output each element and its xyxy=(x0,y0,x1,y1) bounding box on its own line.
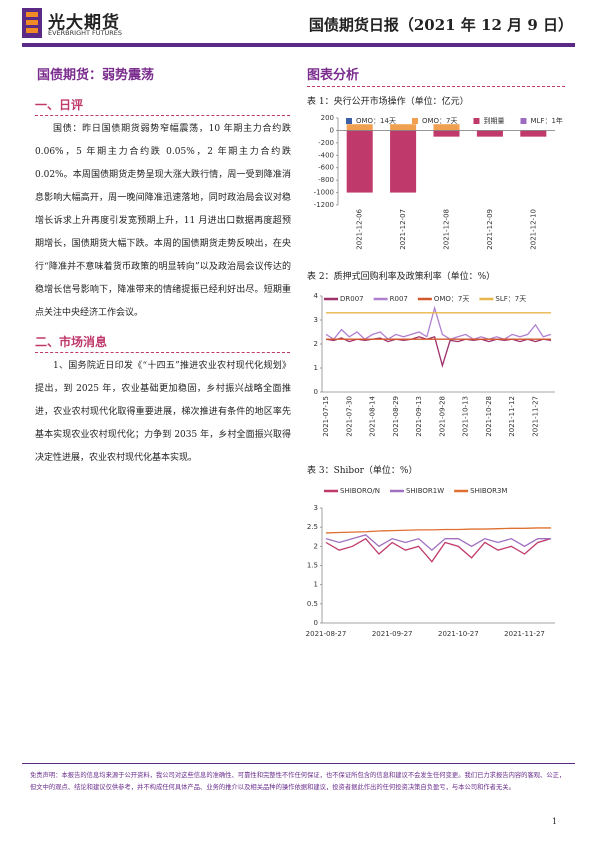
bar xyxy=(390,130,417,193)
legend-label: DR007 xyxy=(340,295,364,303)
x-tick-label: 2021-07-15 xyxy=(322,396,330,437)
y-tick-label: 1 xyxy=(314,364,318,372)
x-tick-label: 2021-10-28 xyxy=(485,396,493,437)
legend-label: SHIBOR1W xyxy=(406,487,444,495)
x-tick-label: 2021-09-28 xyxy=(438,396,446,437)
legend-label: MLF：1年 xyxy=(530,116,562,125)
y-tick-label: -200 xyxy=(318,139,334,147)
x-tick-label: 2021-09-13 xyxy=(415,396,423,437)
y-tick-label: 0 xyxy=(314,619,318,627)
legend-label: OMO：14天 xyxy=(356,117,396,125)
x-tick-label: 2021-09-27 xyxy=(372,630,413,638)
y-tick-label: 1.5 xyxy=(307,562,318,570)
y-tick-label: 2 xyxy=(314,340,318,348)
y-tick-label: -800 xyxy=(318,176,334,184)
section-title: 国债期货：弱势震荡 xyxy=(37,68,155,83)
line xyxy=(325,537,552,563)
bar xyxy=(433,124,460,131)
y-tick-label: -1200 xyxy=(314,201,334,209)
x-tick-label: 2021-11-27 xyxy=(504,630,545,638)
paragraph: 1、国务院近日印发《“十四五”推进农业农村现代化规划》提出，到 2025 年，农… xyxy=(35,361,291,463)
x-tick-label: 2021-12-10 xyxy=(529,209,537,250)
logo-subtext: EVERBRIGHT FUTURES xyxy=(48,29,123,37)
x-tick-label: 2021-08-29 xyxy=(392,396,400,437)
y-tick-label: 0 xyxy=(330,126,334,134)
line xyxy=(325,305,552,341)
y-tick-label: 0.5 xyxy=(307,600,318,608)
x-tick-label: 2021-12-08 xyxy=(443,209,451,250)
x-tick-label: 2021-12-07 xyxy=(399,209,407,250)
y-tick-label: 4 xyxy=(314,292,319,300)
x-tick-label: 2021-11-27 xyxy=(531,396,539,437)
chart-title: 表 3：Shibor（单位：%） xyxy=(307,466,418,476)
footer-rule xyxy=(22,763,575,764)
legend-swatch xyxy=(520,118,527,124)
logo-bar xyxy=(26,12,38,17)
chart-title: 表 2：质押式回购利率及政策利率（单位：%） xyxy=(307,272,496,282)
logo-bar xyxy=(26,20,38,25)
legend-swatch xyxy=(473,118,480,124)
x-tick-label: 2021-08-27 xyxy=(306,630,347,638)
y-tick-label: 3 xyxy=(314,316,318,324)
y-tick-label: -1000 xyxy=(314,189,334,197)
x-tick-label: 2021-12-06 xyxy=(356,208,364,249)
y-tick-label: 3 xyxy=(314,504,318,512)
heading: 二、市场消息 xyxy=(35,333,290,353)
x-tick-label: 2021-11-12 xyxy=(508,396,516,437)
header-rule xyxy=(22,43,575,47)
legend-label: SLF：7天 xyxy=(495,295,526,303)
y-tick-label: 2.5 xyxy=(307,523,318,531)
line xyxy=(325,534,551,552)
legend-label: 到期量 xyxy=(483,117,504,125)
legend-label: OMO：7天 xyxy=(422,117,458,125)
disclaimer: 免责声明：本报告的信息均来源于公开资料，我公司对这些信息的准确性、可靠性和完整性… xyxy=(30,772,566,791)
bar xyxy=(476,130,503,137)
paragraph: 国债：昨日国债期货弱势窄幅震荡，10 年期主力合约跌 0.06%，5 年期主力合… xyxy=(35,124,291,318)
y-tick-label: 1 xyxy=(314,581,318,589)
bar xyxy=(346,124,373,131)
logo-icon xyxy=(22,8,42,38)
x-tick-label: 2021-08-14 xyxy=(369,395,377,436)
legend-swatch xyxy=(346,118,352,124)
legend-label: R007 xyxy=(390,295,408,303)
bar xyxy=(390,124,417,131)
y-tick-label: 0 xyxy=(314,388,318,396)
bar xyxy=(346,130,373,193)
chart-title: 表 1：央行公开市场操作（单位：亿元） xyxy=(307,97,469,107)
x-tick-label: 2021-10-13 xyxy=(462,396,470,437)
y-tick-label: -600 xyxy=(318,164,334,172)
legend-label: OMO：7天 xyxy=(434,295,470,303)
document-title: 国债期货日报（2021 年 12 月 9 日） xyxy=(308,16,573,34)
logo-text: 光大期货 xyxy=(48,13,120,33)
page-number: 1 xyxy=(552,817,558,826)
x-tick-label: 2021-12-09 xyxy=(486,209,494,250)
charts: -1200-1000-800-600-400-20002002021-12-06… xyxy=(306,114,563,638)
heading: 一、日评 xyxy=(35,96,290,116)
y-tick-label: 200 xyxy=(321,114,334,122)
legend-swatch xyxy=(411,118,418,124)
legend-label: SHIBOR3M xyxy=(470,487,507,495)
bar xyxy=(433,130,460,137)
x-tick-label: 2021-07-30 xyxy=(345,396,353,437)
logo-bar xyxy=(26,28,38,33)
x-tick-label: 2021-10-27 xyxy=(438,630,479,638)
section-title: 图表分析 xyxy=(307,64,565,87)
legend-label: SHIBORO/N xyxy=(340,487,380,495)
line xyxy=(325,527,551,534)
line xyxy=(325,335,552,368)
y-tick-label: -400 xyxy=(318,151,334,159)
y-tick-label: 2 xyxy=(314,542,318,550)
bar xyxy=(520,130,547,137)
